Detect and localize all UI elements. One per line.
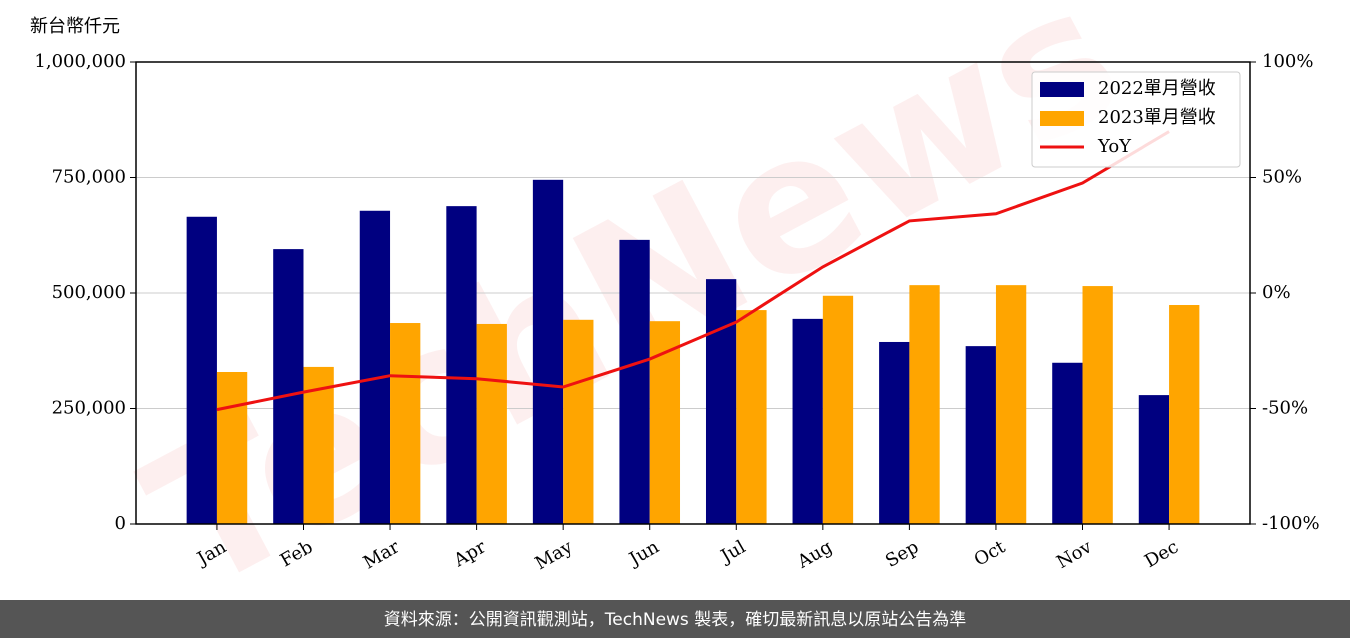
bar — [649, 321, 681, 524]
footer-bar — [0, 600, 1350, 638]
bar — [1169, 305, 1200, 524]
bar — [909, 285, 940, 524]
y-tick-label: 750,000 — [52, 167, 126, 188]
bar — [186, 216, 217, 524]
bar — [563, 319, 594, 524]
bar — [1082, 286, 1113, 524]
y-tick-label: 0 — [115, 513, 126, 534]
bar — [1138, 395, 1170, 524]
bar — [359, 210, 391, 525]
y-axis-label: 新台幣仟元 — [30, 16, 120, 37]
bar — [303, 366, 334, 524]
bar — [273, 249, 304, 525]
legend-label: 2022單月營收 — [1098, 78, 1216, 99]
x-tick-label: Oct — [971, 536, 1010, 571]
bar — [619, 239, 650, 524]
y-tick-label: 500,000 — [52, 282, 126, 303]
y2-tick-label: 100% — [1262, 51, 1313, 72]
footer: 資料來源：公開資訊觀測站，TechNews 製表，確切最新訊息以原站公告為準 — [384, 610, 966, 630]
plot-frame — [135, 61, 1251, 525]
bar — [1052, 362, 1083, 524]
y-tick-label: 250,000 — [52, 398, 126, 419]
bar — [822, 295, 854, 524]
x-tick-label: Nov — [1053, 536, 1096, 573]
bar — [390, 323, 421, 524]
x-tick-label: Dec — [1141, 536, 1182, 572]
y2-tick-label: 50% — [1262, 167, 1302, 188]
line — [216, 130, 1170, 412]
bar — [995, 285, 1027, 524]
bar — [532, 179, 564, 524]
bar — [705, 279, 737, 524]
x-tick-label: Sep — [882, 536, 922, 571]
x-tick-label: Aug — [793, 536, 836, 573]
y2-tick-label: -100% — [1262, 513, 1320, 534]
legend-label: YoY — [1097, 136, 1132, 157]
x-tick-label: May — [532, 536, 577, 574]
bar — [736, 310, 767, 524]
bar — [879, 341, 910, 524]
bar — [446, 206, 477, 525]
y2-tick-label: 0% — [1262, 282, 1291, 303]
x-tick-label: Apr — [450, 536, 490, 571]
bar — [216, 372, 248, 524]
x-tick-label: Jun — [624, 536, 663, 571]
legend-label: 2023單月營收 — [1098, 107, 1216, 128]
legend-swatch — [1040, 111, 1084, 126]
bar — [476, 323, 507, 524]
x-tick-label: Jul — [716, 536, 750, 568]
y-tick-label: 1,000,000 — [34, 51, 126, 72]
legend-swatch — [1040, 82, 1084, 97]
y2-tick-label: -50% — [1262, 398, 1308, 419]
bar — [965, 346, 996, 524]
bar — [792, 318, 823, 524]
